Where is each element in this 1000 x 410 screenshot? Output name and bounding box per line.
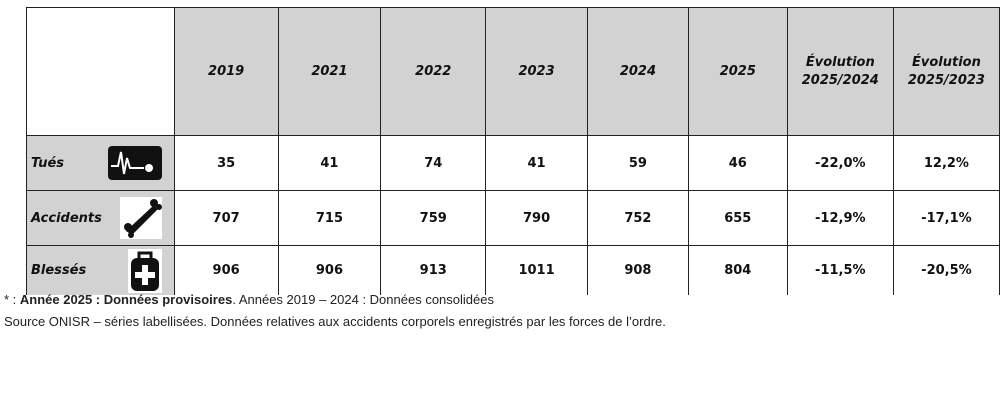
value-cell: 1011 xyxy=(485,245,588,295)
value-cell: 804 xyxy=(687,245,788,295)
row-label: Tués xyxy=(31,155,65,171)
value-cell: 908 xyxy=(586,245,689,295)
table-row: Accidents 707 715 759 790 752 655 -12,9%… xyxy=(26,190,1000,246)
col-header: 2022 xyxy=(380,7,487,136)
value-cell: 35 xyxy=(173,135,279,191)
table-row: Blessés 906 906 913 1011 908 804 -11,5% … xyxy=(26,245,1000,295)
source-note: Source ONISR – séries labellisées. Donné… xyxy=(4,314,666,329)
value-cell: 752 xyxy=(586,190,689,246)
value-cell: 46 xyxy=(687,135,788,191)
table-row: Tués 35 41 74 41 59 46 -22,0% 12,2% xyxy=(26,135,1000,191)
col-header: 2023 xyxy=(485,7,588,136)
evolution-2025-2023: 12,2% xyxy=(892,135,1000,191)
value-cell: 655 xyxy=(687,190,788,246)
value-cell: 74 xyxy=(380,135,487,191)
col-header: Évolution 2025/2024 xyxy=(786,7,894,136)
col-header: Évolution 2025/2023 xyxy=(892,7,1000,136)
value-cell: 41 xyxy=(485,135,588,191)
evolution-2025-2023: -17,1% xyxy=(892,190,1000,246)
value-cell: 715 xyxy=(277,190,382,246)
row-label-cell: Blessés xyxy=(26,245,175,295)
first-aid-kit-icon xyxy=(127,248,162,293)
footnote-rest: . Années 2019 – 2024 : Données consolidé… xyxy=(232,292,494,307)
evolution-2025-2024: -12,9% xyxy=(786,190,894,246)
value-cell: 913 xyxy=(380,245,487,295)
value-cell: 707 xyxy=(173,190,279,246)
col-header: 2025 xyxy=(687,7,788,136)
header-row: 2019 2021 2022 2023 2024 2025 Évolution … xyxy=(26,7,1000,136)
col-header: 2024 xyxy=(586,7,689,136)
footnote: * : Année 2025 : Données provisoires. An… xyxy=(4,292,494,307)
evolution-2025-2024: -22,0% xyxy=(786,135,894,191)
evolution-2025-2024: -11,5% xyxy=(786,245,894,295)
row-label: Accidents xyxy=(31,210,102,226)
overturned-car-icon xyxy=(119,197,162,239)
col-header: 2021 xyxy=(277,7,382,136)
footnote-bold: Année 2025 : Données provisoires xyxy=(19,292,233,307)
value-cell: 906 xyxy=(277,245,382,295)
col-header: 2019 xyxy=(173,7,279,136)
corner-cell xyxy=(26,7,175,136)
row-label-cell: Accidents xyxy=(26,190,175,246)
value-cell: 41 xyxy=(277,135,382,191)
footnote-prefix: * : xyxy=(4,292,20,307)
statistics-table: 2019 2021 2022 2023 2024 2025 Évolution … xyxy=(26,7,1000,295)
value-cell: 759 xyxy=(380,190,487,246)
evolution-2025-2023: -20,5% xyxy=(892,245,1000,295)
heartbeat-monitor-icon xyxy=(107,146,162,180)
value-cell: 59 xyxy=(586,135,689,191)
row-label: Blessés xyxy=(31,263,87,278)
value-cell: 790 xyxy=(485,190,588,246)
value-cell: 906 xyxy=(173,245,279,295)
row-label-cell: Tués xyxy=(26,135,175,191)
